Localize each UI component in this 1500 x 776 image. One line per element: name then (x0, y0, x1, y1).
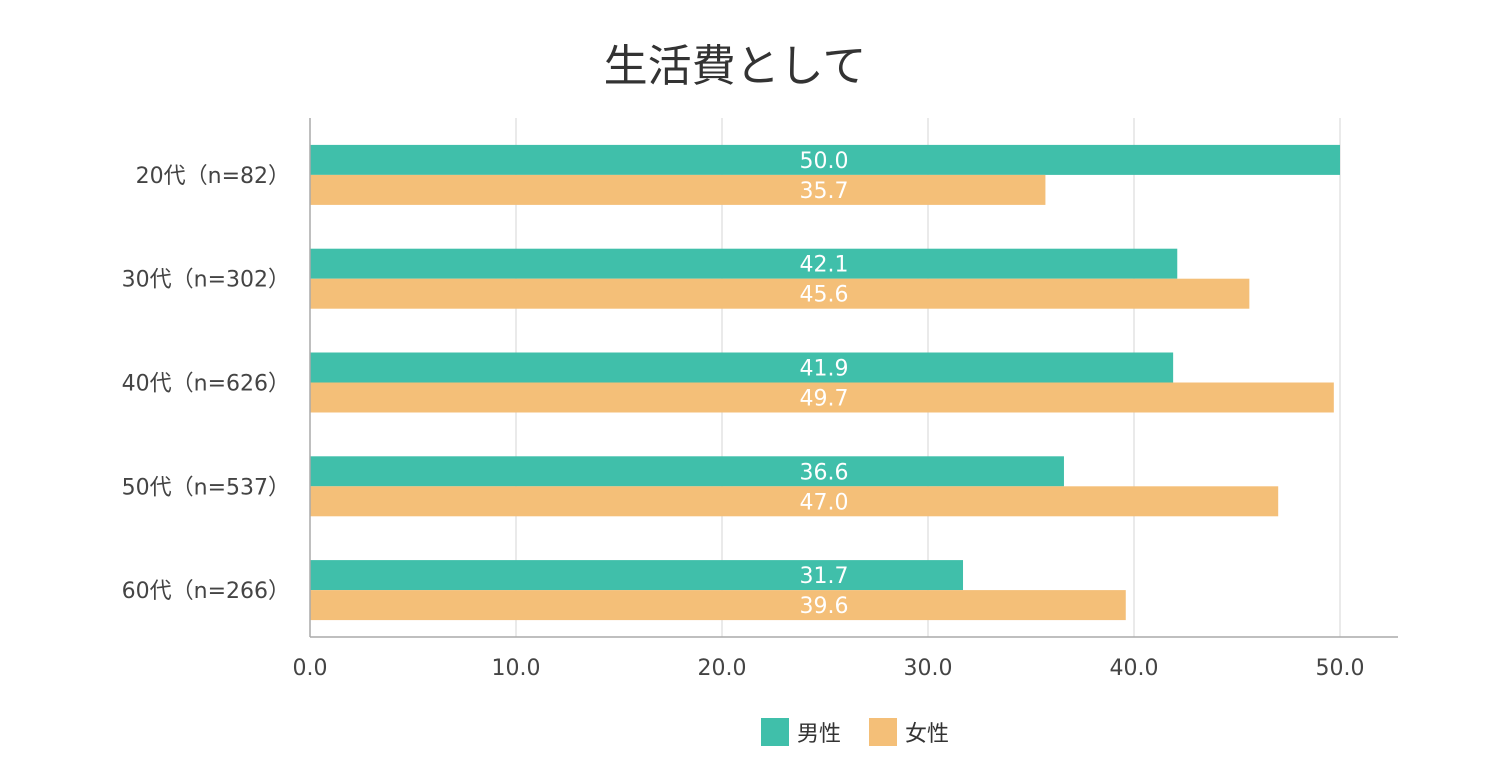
y-category-label: 40代（n=626） (122, 372, 290, 397)
x-tick-label: 20.0 (698, 656, 747, 681)
bar-male (310, 456, 1064, 487)
bar-female (310, 590, 1126, 621)
bar-female (310, 278, 1250, 309)
label-layer: 50.0 35.7 42.1 45.6 41.9 49.7 36.6 47.0 31.7 39.6 (800, 149, 849, 619)
x-tick-label: 10.0 (492, 656, 541, 681)
legend-label-male: 男性 (796, 722, 841, 747)
bar-female (310, 486, 1279, 517)
y-category-label: 60代（n=266） (122, 579, 290, 604)
x-tick-label: 0.0 (293, 656, 328, 681)
bar-male (310, 248, 1178, 279)
bar-value-label: 35.7 (800, 179, 849, 204)
axis-layer: 0.0 10.0 20.0 30.0 40.0 50.0 20代（n=82） 30代（n=30… (122, 118, 1398, 681)
bar-female (310, 382, 1334, 413)
y-category-label: 30代（n=302） (122, 268, 290, 293)
x-tick-label: 30.0 (904, 656, 953, 681)
bar-value-label: 31.7 (800, 564, 849, 589)
bar-value-label: 49.7 (800, 387, 849, 412)
y-category-label: 20代（n=82） (136, 164, 290, 189)
bar-male (310, 560, 964, 591)
bar-layer (310, 144, 1340, 621)
legend-swatch-male (760, 718, 789, 746)
bar-male (310, 144, 1340, 175)
y-category-label: 50代（n=537） (122, 475, 290, 500)
bar-value-label: 45.6 (800, 283, 849, 308)
legend-swatch-female (869, 718, 897, 746)
chart-title: 生活費として (603, 41, 867, 92)
x-tick-label: 40.0 (1110, 656, 1159, 681)
legend-item-female: 女性 (869, 716, 949, 748)
legend: 男性 女性 (0, 716, 1500, 748)
x-tick-label: 50.0 (1316, 656, 1365, 681)
legend-label-female: 女性 (905, 722, 950, 747)
bar-value-label: 42.1 (800, 253, 849, 278)
bar-male (310, 352, 1174, 383)
bar-value-label: 39.6 (800, 594, 849, 619)
bar-value-label: 36.6 (800, 460, 849, 485)
bar-female (310, 174, 1046, 205)
bar-value-label: 41.9 (800, 357, 849, 382)
bar-value-label: 47.0 (800, 490, 849, 515)
legend-item-male: 男性 (760, 716, 841, 748)
bar-value-label: 50.0 (800, 149, 849, 174)
